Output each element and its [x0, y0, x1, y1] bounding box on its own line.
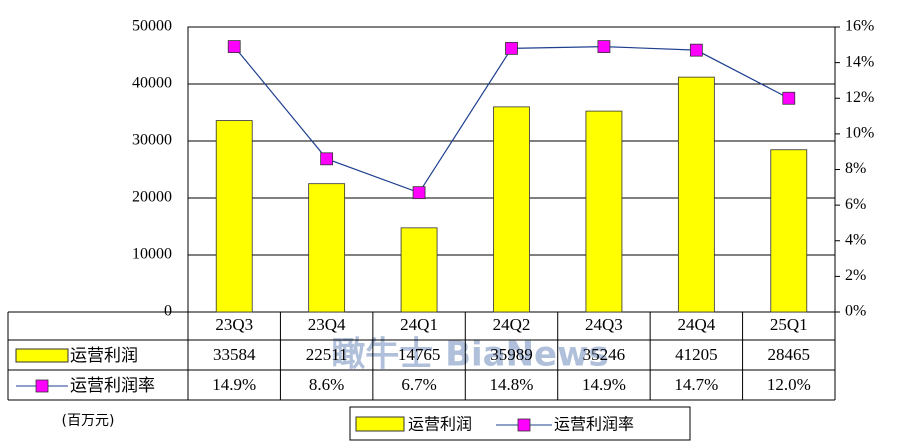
bar — [677, 76, 715, 313]
x-tick-label: 23Q4 — [308, 315, 346, 334]
table-value: 14.9% — [212, 375, 256, 394]
y2-tick-label: 2% — [845, 267, 866, 284]
line-marker — [320, 152, 334, 166]
line-marker — [597, 40, 611, 53]
table-value: 8.6% — [309, 375, 344, 394]
table-value: 28465 — [768, 345, 811, 364]
legend-label: 运营利润 — [70, 346, 138, 366]
y2-tick-label: 10% — [845, 125, 874, 142]
x-tick-label: 24Q4 — [677, 315, 715, 334]
watermark: 瞰牛士 BiaNews — [331, 335, 609, 375]
legend-swatch — [15, 348, 69, 363]
line-marker — [689, 43, 703, 57]
legend-marker — [35, 379, 49, 393]
legend-label: 运营利润 — [408, 415, 472, 434]
line-marker — [412, 186, 426, 200]
y-tick-label: 50000 — [132, 18, 172, 35]
bar — [400, 227, 438, 313]
line-marker — [782, 91, 796, 105]
legend-label: 运营利润率 — [554, 415, 634, 434]
table-value: 33584 — [213, 345, 256, 364]
table-value: 14.9% — [582, 375, 626, 394]
table-value: 14.8% — [490, 375, 534, 394]
legend-swatch — [355, 416, 405, 432]
table-value: 41205 — [675, 345, 718, 364]
x-tick-label: 25Q1 — [770, 315, 808, 334]
bar — [585, 110, 623, 313]
table-value: 14765 — [398, 345, 441, 364]
y-tick-label: 20000 — [132, 189, 172, 206]
x-tick-label: 23Q3 — [215, 315, 253, 334]
table-value: 14.7% — [674, 375, 718, 394]
y-tick-label: 40000 — [132, 75, 172, 92]
line-marker — [505, 41, 518, 55]
bar — [493, 106, 530, 313]
table-value: 35989 — [490, 345, 533, 364]
y2-tick-label: 4% — [845, 231, 866, 248]
line-marker — [227, 40, 241, 53]
y-unit-label: (百万元) — [62, 413, 115, 429]
y2-tick-label: 6% — [845, 196, 866, 213]
y2-tick-label: 12% — [845, 89, 874, 106]
legend-label: 运营利润率 — [70, 376, 155, 396]
y2-tick-label: 8% — [845, 160, 866, 177]
y2-tick-label: 16% — [845, 18, 874, 35]
bar — [215, 120, 253, 313]
x-tick-label: 24Q1 — [400, 315, 438, 334]
y2-tick-label: 0% — [845, 303, 866, 320]
table-value: 12.0% — [767, 375, 811, 394]
bar — [308, 183, 346, 313]
table-value: 22511 — [306, 345, 348, 364]
table-value: 35246 — [583, 345, 626, 364]
table-value: 6.7% — [401, 375, 436, 394]
bar — [770, 149, 808, 313]
y2-tick-label: 14% — [845, 53, 874, 70]
x-tick-label: 24Q3 — [585, 315, 623, 334]
y-tick-label: 10000 — [132, 246, 172, 263]
y-tick-label: 0 — [164, 303, 172, 320]
x-tick-label: 24Q2 — [493, 315, 531, 334]
legend-marker — [517, 418, 531, 432]
y-tick-label: 30000 — [132, 132, 172, 149]
legend-box — [349, 406, 691, 441]
